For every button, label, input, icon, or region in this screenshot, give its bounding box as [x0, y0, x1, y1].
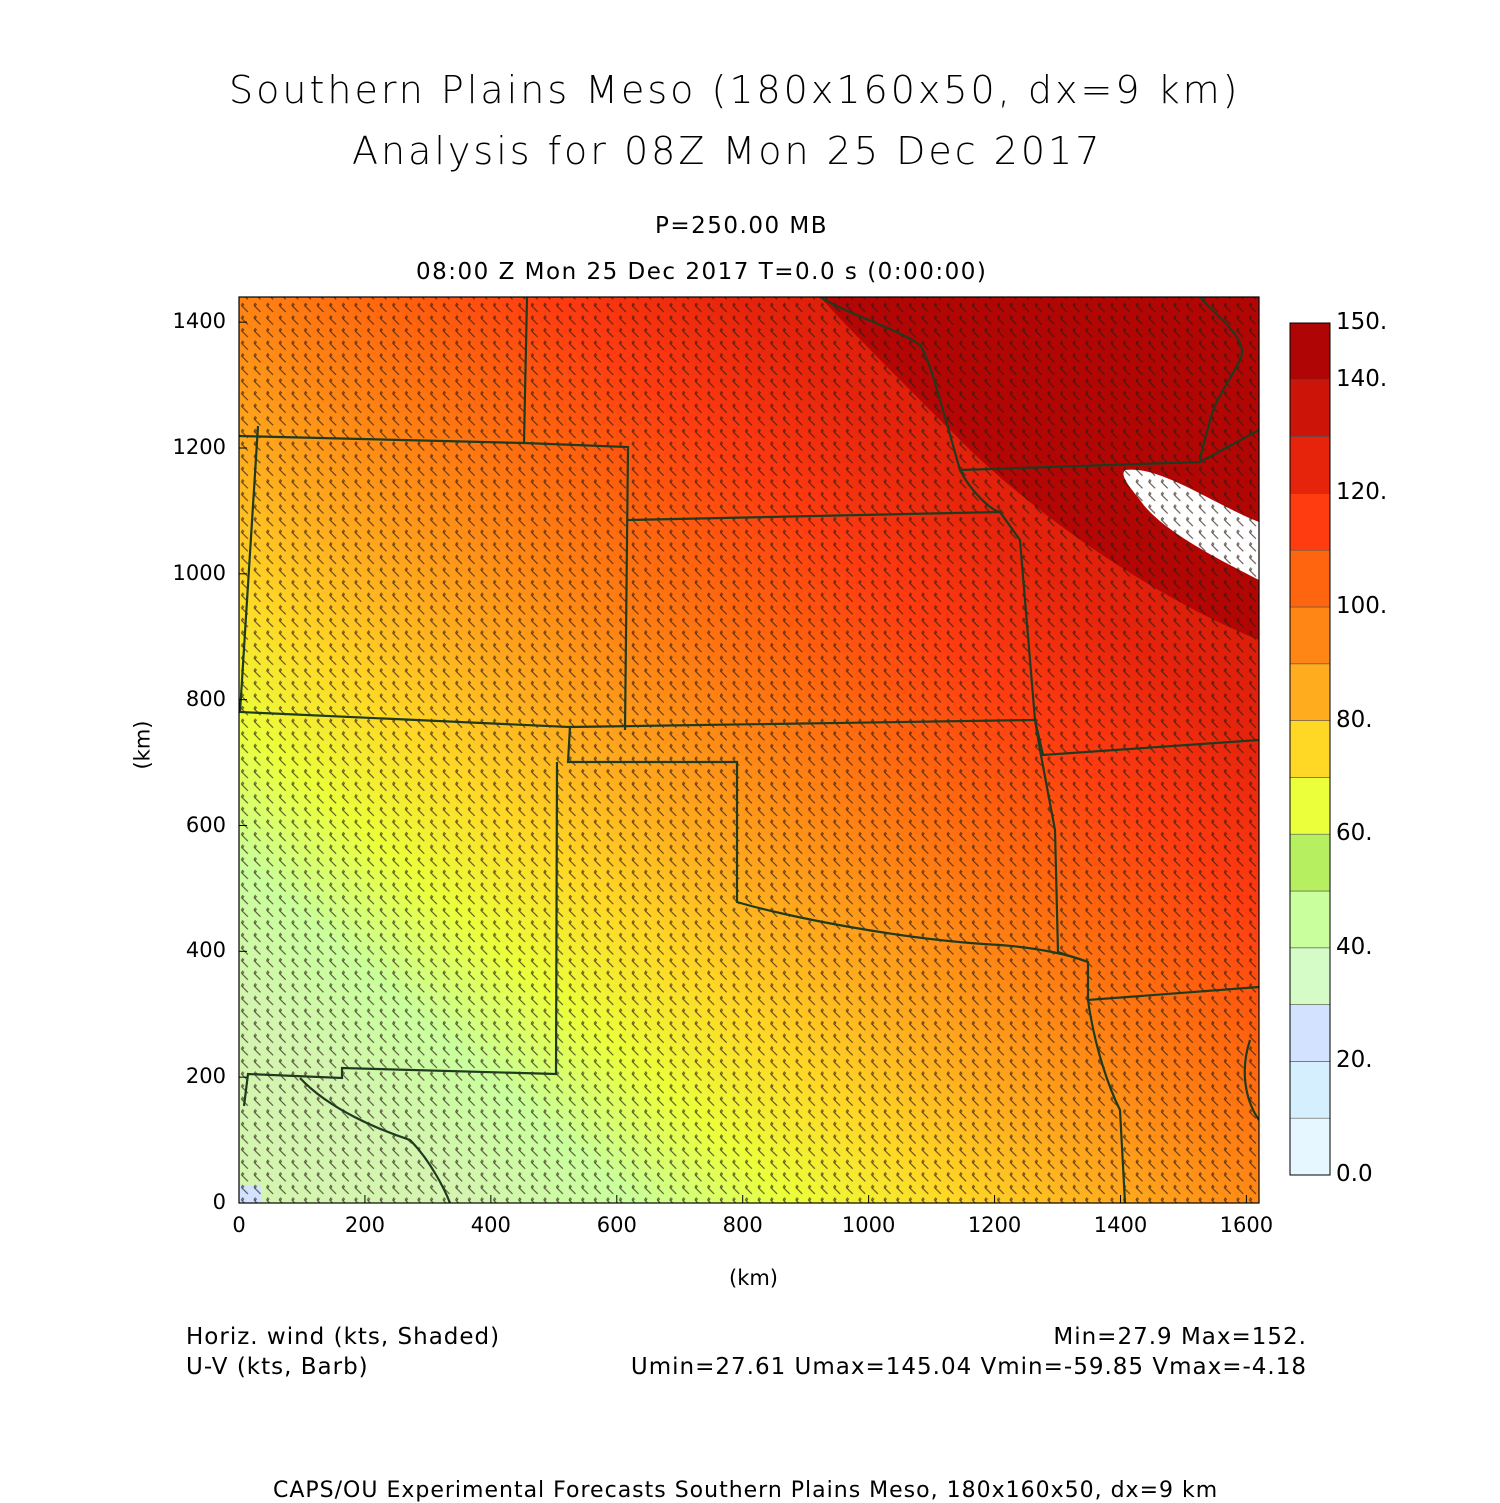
- colorbar-segment: [1289, 436, 1331, 494]
- colorbar-label: 150.: [1336, 309, 1388, 335]
- colorbar-segment: [1289, 1004, 1331, 1062]
- x-tick-label: 600: [596, 1213, 637, 1237]
- colorbar-label: 0.0: [1336, 1161, 1373, 1187]
- uv-stats: Umin=27.61 Umax=145.04 Vmin=-59.85 Vmax=…: [630, 1354, 1307, 1380]
- barb-field-label: U-V (kts, Barb): [186, 1354, 369, 1380]
- colorbar-label: 100.: [1336, 593, 1388, 619]
- y-tick-label: 1200: [172, 435, 226, 459]
- pressure-level: P=250.00 MB: [655, 213, 829, 239]
- colorbar-segment: [1289, 833, 1331, 892]
- colorbar-label: 20.: [1336, 1047, 1373, 1074]
- x-tick-label: 1000: [841, 1213, 896, 1237]
- valid-time: 08:00 Z Mon 25 Dec 2017 T=0.0 s (0:00:00…: [416, 259, 988, 285]
- colorbar-segment: [1289, 890, 1331, 949]
- colorbar-segment: [1289, 663, 1331, 721]
- y-tick-label: 800: [185, 686, 226, 711]
- plot-frame: [238, 296, 1260, 1204]
- x-tick-label: 1200: [967, 1213, 1022, 1237]
- colorbar-segment: [1289, 1117, 1331, 1176]
- y-tick-label: 1000: [172, 560, 226, 585]
- x-tick-label: 1600: [1219, 1213, 1274, 1237]
- x-tick-label: 0: [232, 1213, 246, 1237]
- colorbar-segment: [1289, 379, 1331, 437]
- colorbar-segment: [1289, 777, 1331, 835]
- main-title: Southern Plains Meso (180x160x50, dx=9 k…: [229, 68, 1241, 112]
- colorbar-label: 140.: [1336, 365, 1388, 392]
- y-tick-label: 0: [212, 1190, 226, 1214]
- colorbar-frame: [1289, 322, 1331, 1176]
- colorbar-segment: [1289, 1061, 1331, 1119]
- colorbar-segment: [1289, 322, 1331, 381]
- y-tick-label: 200: [185, 1064, 226, 1089]
- state-borders: [239, 297, 1259, 1203]
- colorbar-segment: [1289, 493, 1331, 551]
- colorbar: [1289, 322, 1331, 1176]
- colorbar-segment: [1289, 549, 1331, 608]
- x-tick-label: 200: [344, 1213, 385, 1237]
- x-tick-label: 1400: [1093, 1213, 1148, 1237]
- x-tick-label: 400: [470, 1213, 511, 1237]
- credit-line: CAPS/OU Experimental Forecasts Southern …: [273, 1478, 1219, 1503]
- analysis-title: Analysis for 08Z Mon 25 Dec 2017: [352, 129, 1103, 173]
- colorbar-segment: [1289, 947, 1331, 1005]
- colorbar-segment: [1289, 720, 1331, 778]
- colorbar-label: 80.: [1336, 706, 1373, 733]
- y-tick-label: 400: [185, 938, 226, 963]
- y-axis-label: (km): [130, 720, 155, 770]
- y-tick-label: 600: [185, 812, 226, 837]
- shaded-field-label: Horiz. wind (kts, Shaded): [186, 1324, 501, 1350]
- colorbar-label: 40.: [1336, 933, 1373, 960]
- colorbar-label: 120.: [1336, 479, 1388, 506]
- x-axis-label: (km): [729, 1266, 779, 1290]
- wind-speed-field: [239, 297, 1259, 1203]
- min-max-stats: Min=27.9 Max=152.: [1053, 1324, 1307, 1350]
- colorbar-label: 60.: [1336, 820, 1373, 847]
- colorbar-segment: [1289, 606, 1331, 665]
- x-tick-label: 800: [722, 1213, 763, 1237]
- y-tick-label: 1400: [172, 309, 226, 334]
